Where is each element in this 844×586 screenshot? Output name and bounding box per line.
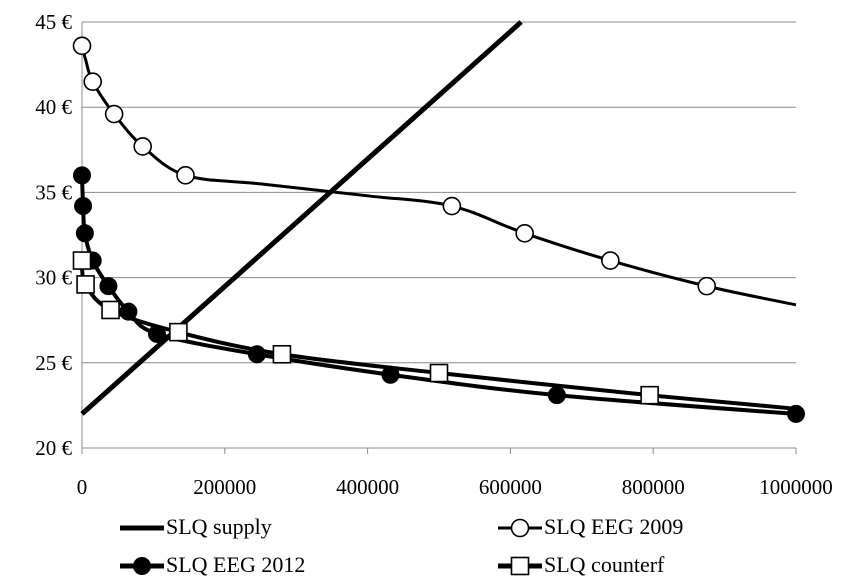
data-point xyxy=(83,72,103,91)
y-tick-labels: 20 € 25 € 30 € 35 € 40 € 45 € xyxy=(35,10,72,460)
series-group xyxy=(72,20,805,423)
data-point xyxy=(101,300,120,320)
legend-swatch-marker xyxy=(510,518,530,538)
data-point xyxy=(429,363,449,383)
data-point xyxy=(73,166,91,185)
legend-entry: SLQ counterf xyxy=(498,552,665,577)
legend-entry: SLQ EEG 2009 xyxy=(498,514,683,539)
data-point xyxy=(74,197,93,216)
x-tick-label: 400000 xyxy=(336,475,399,499)
data-point xyxy=(272,344,292,364)
data-point xyxy=(133,137,152,156)
legend-label: SLQ EEG 2009 xyxy=(544,514,683,539)
legend-swatch-marker xyxy=(133,557,151,575)
legend-label: SLQ counterf xyxy=(544,552,665,577)
series-1 xyxy=(80,20,523,416)
y-tick-label: 35 € xyxy=(35,180,72,204)
legend: SLQ supply SLQ EEG 2009 SLQ EEG 2012 SLQ co… xyxy=(120,514,683,577)
y-tick-label: 25 € xyxy=(35,351,72,375)
data-point xyxy=(515,223,534,243)
x-tick-label: 1000000 xyxy=(759,475,833,499)
data-point xyxy=(697,276,717,296)
grid-lines xyxy=(82,21,796,449)
data-point xyxy=(99,277,118,296)
data-point xyxy=(75,224,94,243)
legend-entry: SLQ supply xyxy=(120,514,272,539)
x-tick-label: 800000 xyxy=(622,475,685,499)
data-point xyxy=(442,196,462,216)
axes xyxy=(81,22,797,454)
data-point xyxy=(169,322,188,342)
y-tick-label: 45 € xyxy=(35,10,72,34)
data-point xyxy=(547,386,566,405)
x-tick-label: 600000 xyxy=(479,475,542,499)
series-2 xyxy=(72,36,797,307)
y-tick-label: 40 € xyxy=(35,95,72,119)
data-point xyxy=(601,251,620,270)
x-tick-label: 0 xyxy=(77,475,88,499)
data-point xyxy=(104,104,124,124)
data-point xyxy=(72,251,92,270)
y-tick-label: 30 € xyxy=(35,266,72,290)
series-3 xyxy=(73,166,805,423)
legend-entry: SLQ EEG 2012 xyxy=(120,552,305,577)
legend-label: SLQ supply xyxy=(166,514,272,539)
data-point xyxy=(640,385,659,405)
data-point xyxy=(72,36,92,56)
x-tick-label: 200000 xyxy=(193,475,256,499)
legend-swatch-marker xyxy=(510,556,530,576)
x-tick-labels: 0 200000 400000 600000 800000 1000000 xyxy=(77,475,833,499)
legend-label: SLQ EEG 2012 xyxy=(166,552,305,577)
data-point xyxy=(76,275,95,294)
y-tick-label: 20 € xyxy=(35,436,72,460)
series-line xyxy=(80,20,523,416)
series-4 xyxy=(72,251,797,411)
data-point xyxy=(176,166,195,185)
